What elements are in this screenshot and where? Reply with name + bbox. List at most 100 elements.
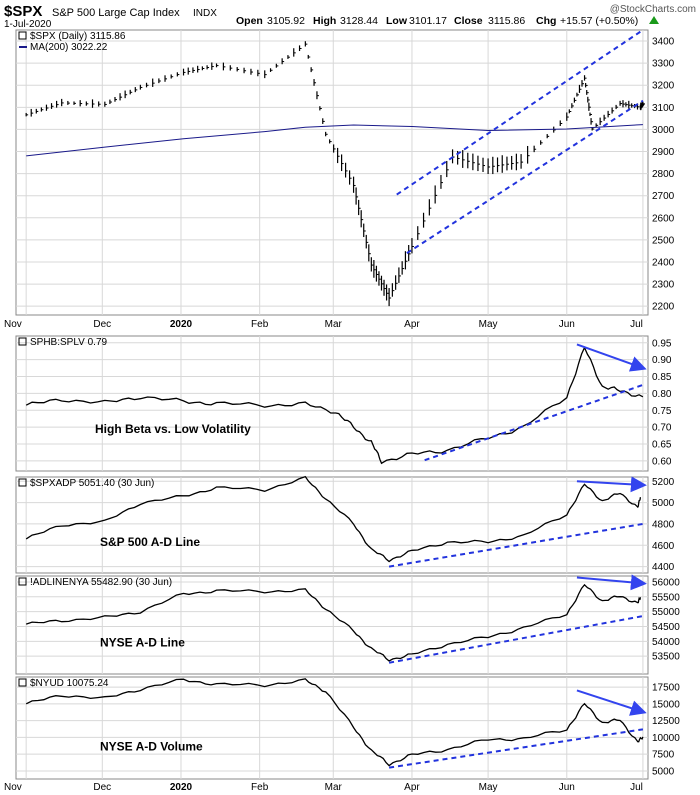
x-tick-label: Mar	[325, 319, 343, 330]
trend-line	[388, 728, 644, 769]
x-tick-label: May	[479, 319, 498, 330]
y-tick-label: 2800	[652, 169, 675, 180]
trend-line	[388, 615, 644, 664]
panel-frame	[15, 29, 649, 316]
y-tick-label: 10000	[652, 733, 680, 744]
chart-panel-2: 4400 4600 4800 5000 5200 $SPXADP 5051.40 (30 …	[15, 475, 675, 574]
y-tick-label: 17500	[652, 683, 680, 694]
x-tick-label: Jul	[630, 782, 643, 793]
panel-frame	[15, 676, 649, 780]
series-line	[25, 475, 642, 563]
panel-frame	[15, 335, 649, 472]
chart-panel-0: 2200 2300 2400 2500 2600 2700 2800 2900 3000 3100…	[15, 29, 675, 316]
trend-line	[406, 99, 644, 254]
chg-label: Chg	[536, 15, 556, 27]
x-tick-label: Mar	[325, 782, 343, 793]
open-value: 3105.92	[267, 15, 305, 27]
y-tick-label: 54500	[652, 622, 680, 633]
y-tick-label: 3100	[652, 103, 675, 114]
x-tick-label: 2020	[170, 782, 193, 793]
y-tick-label: 0.70	[652, 423, 672, 434]
x-tick-label: Apr	[404, 782, 420, 793]
symbol-label: $SPX	[4, 3, 42, 20]
x-tick-label: Jun	[559, 319, 575, 330]
y-tick-label: 0.60	[652, 456, 672, 467]
x-tick-label: Jul	[630, 319, 643, 330]
y-tick-label: 2200	[652, 302, 675, 313]
x-tick-label: Feb	[251, 782, 269, 793]
y-tick-label: 4600	[652, 541, 675, 552]
open-label: Open	[236, 15, 263, 27]
ma-line	[26, 124, 643, 157]
chg-value: +15.57 (+0.50%)	[560, 15, 638, 27]
series-line	[25, 583, 642, 662]
low-value: 3101.17	[409, 15, 447, 27]
y-tick-label: 56000	[652, 577, 680, 588]
trend-line	[388, 522, 644, 568]
x-tick-label: Apr	[404, 319, 420, 330]
panel-frame	[15, 476, 649, 574]
x-tick-label: Feb	[251, 319, 269, 330]
y-tick-label: 2300	[652, 280, 675, 291]
trend-line	[424, 383, 644, 462]
x-tick-label: Nov	[4, 782, 22, 793]
y-tick-label: 55000	[652, 607, 680, 618]
y-tick-label: 4800	[652, 519, 675, 530]
panel-frame	[15, 575, 649, 675]
legend-entry: !ADLINENYA 55482.90 (30 Jun)	[30, 577, 172, 588]
panel-label: S&P 500 A-D Line	[100, 535, 200, 549]
chart-panels: 2200 2300 2400 2500 2600 2700 2800 2900 3000 3100…	[4, 29, 680, 793]
trend-line	[396, 29, 644, 196]
legend-swatch	[18, 31, 27, 40]
y-tick-label: 3200	[652, 81, 675, 92]
y-tick-label: 54000	[652, 637, 680, 648]
x-tick-label: Nov	[4, 319, 22, 330]
close-value: 3115.86	[488, 15, 525, 27]
y-tick-label: 2900	[652, 147, 675, 158]
chart-panel-3: 53500 54000 54500 55000 55500 56000 !ADLINENYA…	[15, 574, 680, 675]
y-tick-label: 0.85	[652, 372, 672, 383]
series-line	[25, 678, 644, 767]
x-tick-label: 2020	[170, 319, 193, 330]
panel-label: NYSE A-D Line	[100, 636, 185, 650]
description-label: S&P 500 Large Cap Index	[52, 7, 180, 19]
legend-entry: MA(200) 3022.22	[30, 42, 108, 53]
legend-entry: $SPX (Daily) 3115.86	[30, 31, 126, 42]
y-tick-label: 2400	[652, 257, 675, 268]
trend-arrow	[576, 343, 647, 372]
x-tick-label: Dec	[93, 782, 111, 793]
y-tick-label: 3400	[652, 37, 675, 48]
y-tick-label: 4400	[652, 562, 675, 573]
y-tick-label: 53500	[652, 652, 680, 663]
y-tick-label: 2500	[652, 235, 675, 246]
y-tick-label: 5000	[652, 498, 675, 509]
legend-swatch	[18, 337, 27, 346]
high-value: 3128.44	[340, 15, 378, 27]
y-tick-label: 0.90	[652, 355, 672, 366]
y-tick-label: 0.80	[652, 389, 672, 400]
legend-swatch	[18, 678, 27, 687]
y-tick-label: 55500	[652, 592, 680, 603]
x-tick-label: Jun	[559, 782, 575, 793]
trend-arrow	[576, 689, 647, 716]
chart-panel-1: 0.60 0.65 0.70 0.75 0.80 0.85 0.90 0.95 SPHB:SPL…	[15, 335, 672, 472]
watermark: @StockCharts.com	[610, 4, 696, 15]
chart-header: $SPX S&P 500 Large Cap Index INDX 1-Jul-…	[4, 3, 696, 30]
legend-entry: SPHB:SPLV 0.79	[30, 337, 108, 348]
y-tick-label: 0.75	[652, 406, 672, 417]
legend-swatch	[18, 478, 27, 487]
y-tick-label: 3000	[652, 125, 675, 136]
x-tick-label: May	[479, 782, 498, 793]
series-line	[25, 346, 644, 465]
y-tick-label: 5000	[652, 766, 675, 777]
legend-entry: $NYUD 10075.24	[30, 678, 109, 689]
panel-label: High Beta vs. Low Volatility	[95, 422, 251, 436]
legend-entry: $SPXADP 5051.40 (30 Jun)	[30, 478, 154, 489]
high-label: High	[313, 15, 336, 27]
close-label: Close	[454, 15, 483, 27]
y-tick-label: 15000	[652, 699, 680, 710]
y-tick-label: 7500	[652, 750, 675, 761]
y-tick-label: 12500	[652, 716, 680, 727]
y-tick-label: 0.65	[652, 440, 672, 451]
